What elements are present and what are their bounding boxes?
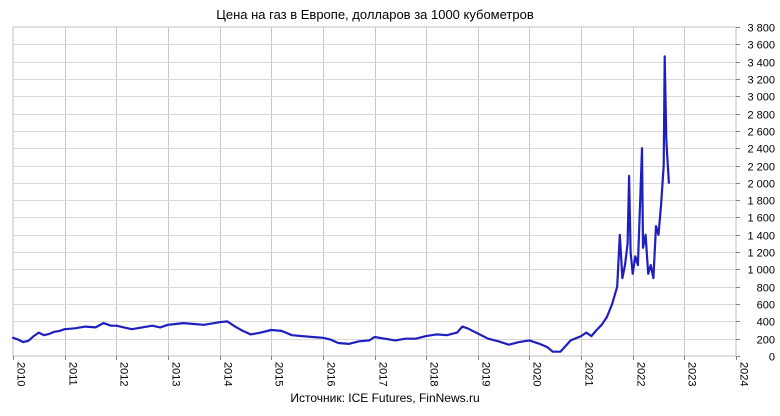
y-tick-label: 600: [757, 300, 775, 312]
y-tick-label: 1 000: [747, 265, 775, 277]
x-tick-label: 2013: [170, 362, 182, 386]
x-tick-label: 2014: [222, 362, 234, 386]
series-layer: [11, 55, 670, 353]
series-line: [11, 55, 670, 353]
y-tick-label: 3 400: [747, 58, 775, 70]
x-tick-label: 2023: [686, 362, 698, 386]
plot-frame: [12, 26, 737, 357]
y-tick-label: 3 600: [747, 40, 775, 52]
y-tick-label: 2 200: [747, 162, 775, 174]
x-tick-label: 2024: [738, 362, 750, 386]
y-tick-label: 3 800: [747, 23, 775, 35]
y-tick-label: 3 000: [747, 92, 775, 104]
x-tick-label: 2010: [15, 362, 27, 386]
y-tick-label: 400: [757, 317, 775, 329]
y-tick-label: 1 600: [747, 213, 775, 225]
y-tick-label: 1 400: [747, 231, 775, 243]
x-tick-label: 2015: [273, 362, 285, 386]
y-tick-label: 2 800: [747, 110, 775, 122]
x-tick-label: 2018: [428, 362, 440, 386]
grid-layer: [12, 26, 737, 357]
y-tick-label: 2 600: [747, 127, 775, 139]
x-tick-label: 2017: [377, 362, 389, 386]
y-tick-label: 0: [769, 352, 775, 364]
x-tick-label: 2016: [325, 362, 337, 386]
y-tick-label: 1 200: [747, 248, 775, 260]
axis-layer: 2010 2011 2012 2013 2014 2015 2016 2017 2018 2019…: [13, 23, 775, 386]
x-tick-label: 2011: [67, 362, 79, 386]
x-tick-label: 2019: [480, 362, 492, 386]
y-tick-label: 3 200: [747, 75, 775, 87]
y-tick-label: 2 000: [747, 179, 775, 191]
x-tick-label: 2022: [635, 362, 647, 386]
y-tick-label: 800: [757, 283, 775, 295]
x-tick-label: 2020: [531, 362, 543, 386]
y-tick-label: 200: [757, 335, 775, 347]
x-tick-label: 2012: [118, 362, 130, 386]
y-tick-label: 1 800: [747, 196, 775, 208]
y-tick-label: 2 400: [747, 144, 775, 156]
chart-source: Источник: ICE Futures, FinNews.ru: [290, 391, 479, 405]
chart-title: Цена на газ в Европе, долларов за 1000 к…: [216, 7, 534, 22]
x-tick-label: 2021: [583, 362, 595, 386]
